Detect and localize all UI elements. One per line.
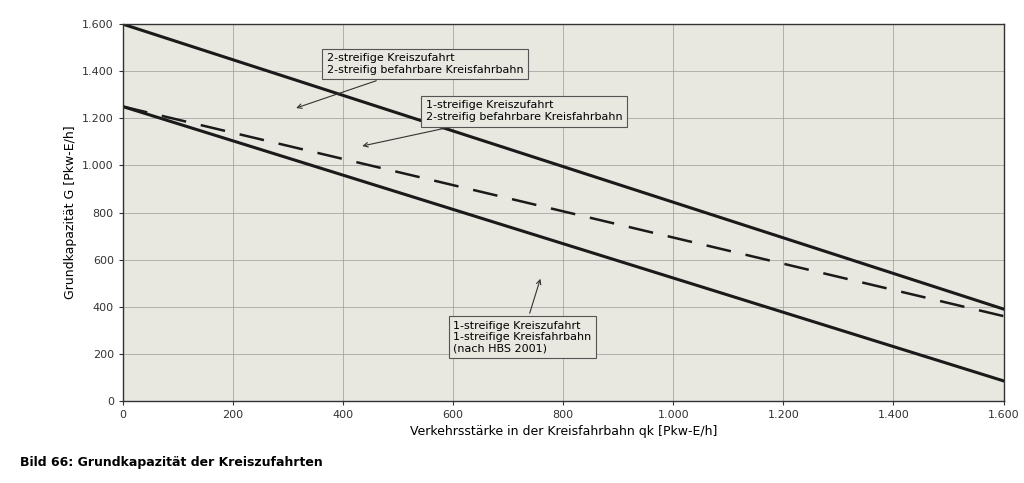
Y-axis label: Grundkapazität G [Pkw-E/h]: Grundkapazität G [Pkw-E/h] [63, 126, 77, 299]
Text: 1-streifige Kreiszufahrt
2-streifig befahrbare Kreisfahrbahn: 1-streifige Kreiszufahrt 2-streifig befa… [364, 100, 623, 147]
X-axis label: Verkehrsstärke in der Kreisfahrbahn qk [Pkw-E/h]: Verkehrsstärke in der Kreisfahrbahn qk [… [410, 426, 717, 439]
Text: 1-streifige Kreiszufahrt
1-streifige Kreisfahrbahn
(nach HBS 2001): 1-streifige Kreiszufahrt 1-streifige Kre… [453, 280, 592, 354]
Text: Bild 66: Grundkapazität der Kreiszufahrten: Bild 66: Grundkapazität der Kreiszufahrt… [20, 455, 324, 469]
Text: 2-streifige Kreiszufahrt
2-streifig befahrbare Kreisfahrbahn: 2-streifige Kreiszufahrt 2-streifig befa… [297, 54, 523, 108]
